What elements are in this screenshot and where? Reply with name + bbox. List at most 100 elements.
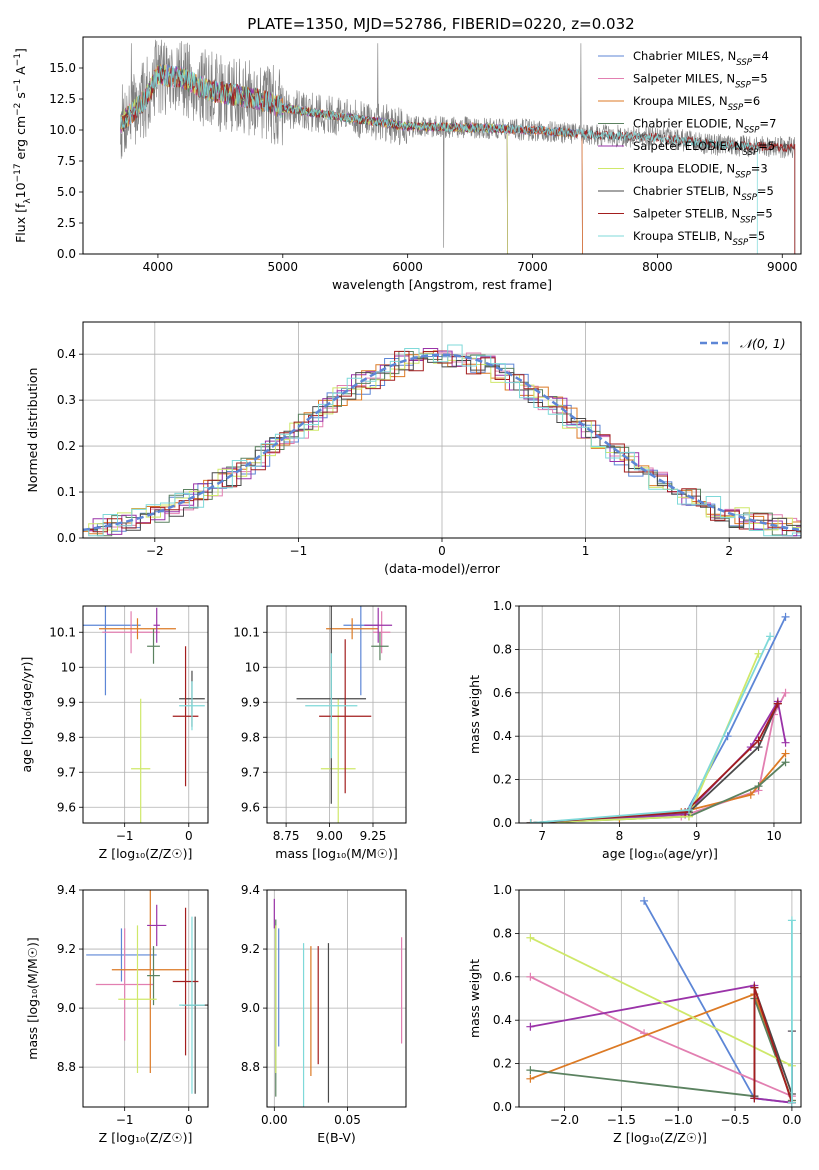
legend-n-prefix: N <box>724 229 733 243</box>
residuals-xtick-label: 0 <box>438 544 446 558</box>
spectrum-xtick-label: 8000 <box>642 260 673 274</box>
legend-sep: , <box>728 117 735 131</box>
legend-eq: = <box>751 72 761 86</box>
mass_weight_vs_age-xtick-label: 8 <box>616 829 624 843</box>
mass_vs_EBV-xlabel: E(B-V) <box>317 1130 356 1145</box>
spectrum-ylabel-part: A <box>13 66 28 79</box>
model-spectrum-line <box>120 65 758 254</box>
legend-model-name: Chabrier ELODIE <box>633 117 728 131</box>
residual-histogram <box>83 344 801 537</box>
mass-weight-marker <box>526 933 535 942</box>
age_vs_mass-xtick-label: 9.00 <box>316 829 343 843</box>
mass_weight_vs_Z-ytick-label: 0.4 <box>493 1013 512 1027</box>
legend-entry: Chabrier STELIB, NSSP=5 <box>633 184 774 203</box>
mass-weight-marker <box>526 819 535 823</box>
legend-entry: Chabrier ELODIE, NSSP=7 <box>633 117 776 136</box>
mass_weight_vs_Z-xtick-label: 0.0 <box>782 1113 801 1127</box>
mass-weight-marker <box>781 688 790 697</box>
mass-weight-marker <box>781 758 790 767</box>
residuals-ytick-label: 0.1 <box>57 485 76 499</box>
legend-entry: Kroupa STELIB, NSSP=5 <box>633 229 765 248</box>
spectrum-ylabel-part: λ <box>23 198 33 204</box>
legend-model-name: Salpeter MILES <box>633 72 719 86</box>
mass_vs_EBV-axes-frame <box>266 889 407 1108</box>
spectrum-ylabel-part: 10 <box>13 182 28 198</box>
mass_weight_vs_Z-ytick-label: 0.2 <box>493 1057 512 1071</box>
age_vs_mass-xtick-label: 9.25 <box>360 829 387 843</box>
age_vs_Z-ytick-label: 9.9 <box>57 695 76 709</box>
legend-sep: , <box>727 139 734 153</box>
spectrum-ytick-label: 15.0 <box>49 61 76 75</box>
legend-n-prefix: N <box>728 49 737 63</box>
legend-subscript: SSP <box>733 238 749 248</box>
legend-model-name: Chabrier MILES <box>633 49 720 63</box>
mass-weight-marker <box>526 1022 535 1031</box>
age_vs_Z-xlabel: Z [log₁₀(Z/Z☉)] <box>99 846 193 861</box>
legend-subscript: SSP <box>740 216 756 226</box>
legend-eq: = <box>756 207 766 221</box>
age_vs_Z-ytick-label: 10.1 <box>49 625 76 639</box>
mass-weight-marker <box>526 1074 535 1083</box>
mass_weight_vs_age-ytick-label: 0.0 <box>493 816 512 830</box>
spectrum-ytick-label: 0.0 <box>57 247 76 261</box>
age_vs_mass-ytick-label: 9.6 <box>241 800 260 814</box>
legend-eq: = <box>757 184 767 198</box>
spectrum-xtick-label: 7000 <box>517 260 548 274</box>
mass-weight-line <box>530 936 793 1067</box>
age_vs_Z-xtick-label: 0 <box>185 829 193 843</box>
mass_vs_EBV-ytick-label: 9.0 <box>241 1001 260 1015</box>
normal-legend-label: 𝒩(0, 1) <box>740 336 786 351</box>
residuals-xtick-label: −2 <box>146 544 164 558</box>
mass_weight_vs_age-ytick-label: 0.2 <box>493 773 512 787</box>
spectrum-plot-area <box>120 39 796 254</box>
legend-sep: , <box>717 229 724 243</box>
age_vs_mass-xlabel: mass [log₁₀(M/M☉)] <box>275 846 397 861</box>
mass_weight_vs_age-xtick-label: 10 <box>766 829 781 843</box>
legend-entry: Salpeter ELODIE, NSSP=5 <box>633 139 775 158</box>
legend-n-prefix: N <box>734 139 743 153</box>
legend-entry: Chabrier MILES, NSSP=4 <box>633 49 769 68</box>
mass_vs_Z-ylabel: mass [log₁₀(M/M☉)] <box>25 937 40 1059</box>
legend-model-name: Kroupa STELIB <box>633 229 717 243</box>
legend-eq: = <box>748 229 758 243</box>
mass-weight-marker <box>787 1098 796 1107</box>
mass_vs_Z-plot-area <box>86 890 208 1094</box>
legend-subscript: SSP <box>736 58 752 68</box>
age_vs_Z-ylabel: age [log₁₀(age/yr)] <box>19 657 34 773</box>
model-spectrum-line <box>120 65 796 254</box>
legend-model-name: Salpeter ELODIE <box>633 139 727 153</box>
age_vs_mass-ytick-label: 10.1 <box>233 625 260 639</box>
mass_vs_Z-axes-frame <box>82 889 209 1108</box>
mass_vs_Z-xlabel: Z [log₁₀(Z/Z☉)] <box>99 1130 193 1145</box>
residual-histogram <box>83 350 801 533</box>
legend-subscript: SSP <box>735 171 751 181</box>
residuals-xtick-label: −1 <box>290 544 308 558</box>
residuals-xlabel: (data-model)/error <box>384 561 501 576</box>
residuals-ytick-label: 0.4 <box>57 347 76 361</box>
mass_weight_vs_Z-xlabel: Z [log₁₀(Z/Z☉)] <box>613 1130 707 1145</box>
legend-n-ssp: 5 <box>760 72 767 86</box>
mass_weight_vs_age-ytick-label: 1.0 <box>493 599 512 613</box>
legend-model-name: Salpeter STELIB <box>633 207 724 221</box>
mass_weight_vs_age-ytick-label: 0.4 <box>493 729 512 743</box>
legend-n-prefix: N <box>735 117 744 131</box>
mass_weight_vs_Z-ylabel: mass weight <box>467 959 482 1038</box>
mass-weight-marker <box>754 736 763 745</box>
legend-sep: , <box>719 72 726 86</box>
mass-weight-marker <box>781 749 790 758</box>
legend-subscript: SSP <box>735 81 751 91</box>
legend-n-prefix: N <box>731 207 740 221</box>
mass-weight-marker <box>723 732 732 741</box>
spectrum-ytick-label: 2.5 <box>57 216 76 230</box>
legend-eq: = <box>759 117 769 131</box>
age_vs_mass-ytick-label: 9.8 <box>241 730 260 744</box>
mass-weight-marker <box>750 983 759 992</box>
legend-n-prefix: N <box>726 162 735 176</box>
mass-weight-marker <box>684 805 693 814</box>
spectrum-ylabel-part: erg cm <box>13 116 28 164</box>
mass_weight_vs_Z-ytick-label: 1.0 <box>493 883 512 897</box>
legend-n-ssp: 5 <box>758 229 765 243</box>
mass_weight_vs_age-xtick-label: 7 <box>538 829 546 843</box>
mass_weight_vs_age-axes-frame <box>518 605 802 824</box>
